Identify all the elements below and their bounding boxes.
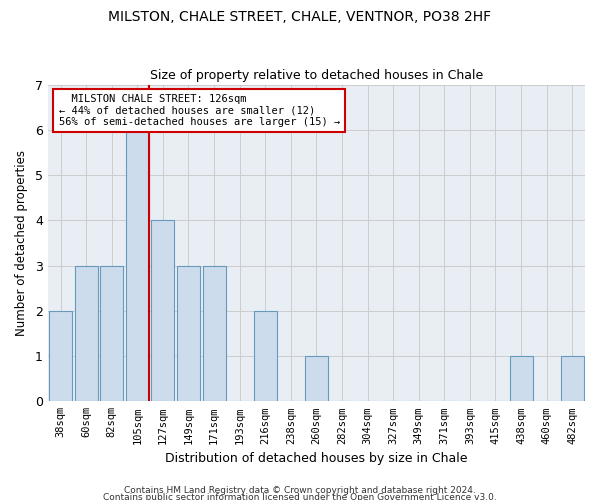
Bar (203, 266, 226, 402)
Bar (560, 356, 584, 402)
Bar (49, 311, 72, 402)
Text: Contains public sector information licensed under the Open Government Licence v3: Contains public sector information licen… (103, 494, 497, 500)
Text: MILSTON CHALE STREET: 126sqm
← 44% of detached houses are smaller (12)
56% of se: MILSTON CHALE STREET: 126sqm ← 44% of de… (59, 94, 340, 128)
Bar (305, 356, 328, 402)
Title: Size of property relative to detached houses in Chale: Size of property relative to detached ho… (150, 69, 483, 82)
Bar (177, 266, 200, 402)
Bar (151, 220, 175, 402)
X-axis label: Distribution of detached houses by size in Chale: Distribution of detached houses by size … (165, 452, 467, 465)
Bar (126, 130, 149, 402)
Bar (74, 266, 98, 402)
Bar (100, 266, 123, 402)
Text: MILSTON, CHALE STREET, CHALE, VENTNOR, PO38 2HF: MILSTON, CHALE STREET, CHALE, VENTNOR, P… (109, 10, 491, 24)
Bar (254, 311, 277, 402)
Y-axis label: Number of detached properties: Number of detached properties (15, 150, 28, 336)
Text: Contains HM Land Registry data © Crown copyright and database right 2024.: Contains HM Land Registry data © Crown c… (124, 486, 476, 495)
Bar (509, 356, 533, 402)
